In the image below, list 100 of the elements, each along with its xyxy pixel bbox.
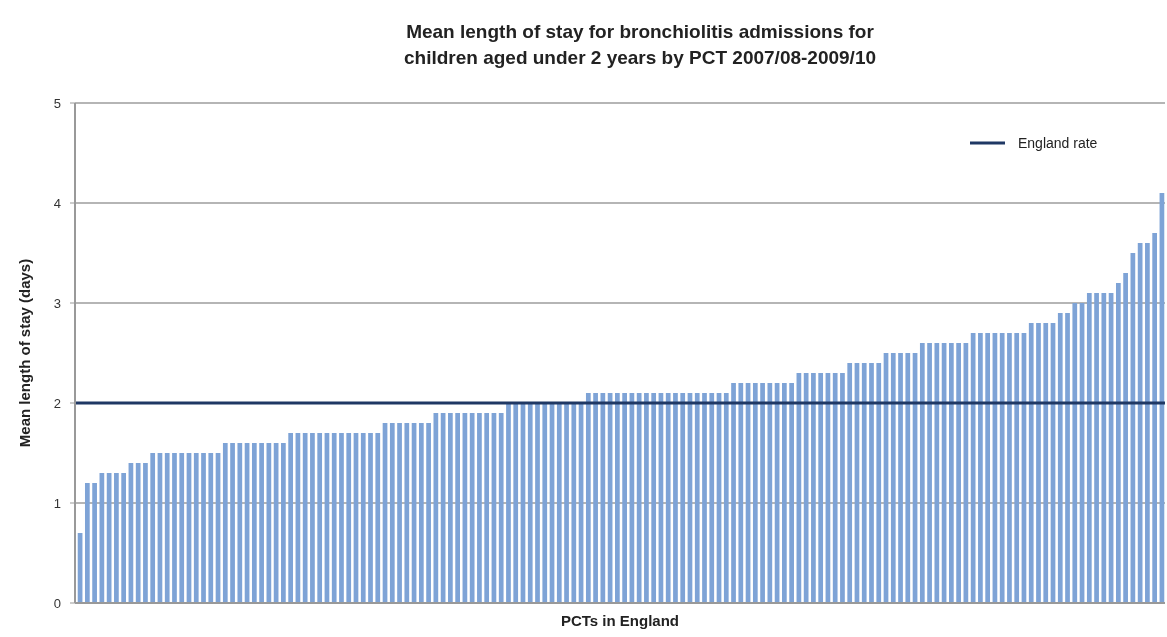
bar (121, 473, 127, 603)
bar (571, 403, 577, 603)
bar (731, 383, 736, 603)
bar (636, 393, 642, 603)
bar (527, 403, 533, 603)
y-tick-label: 0 (53, 595, 61, 611)
bar (201, 453, 206, 603)
bar (114, 473, 119, 603)
bar (389, 423, 395, 603)
bar (818, 373, 824, 603)
bar (302, 433, 308, 603)
bar (767, 383, 773, 603)
bar (469, 413, 475, 603)
y-axis-title: Mean length of stay (days) (16, 258, 33, 448)
bar (477, 413, 482, 603)
bar (484, 413, 490, 603)
bar (832, 373, 838, 603)
bar (433, 413, 439, 603)
bar (694, 393, 700, 603)
bar (368, 433, 373, 603)
bar (288, 433, 293, 603)
bar (934, 343, 940, 603)
bar (404, 423, 410, 603)
bar (259, 443, 264, 603)
bar (673, 393, 678, 603)
bar (1043, 323, 1049, 603)
bar (876, 363, 882, 603)
bar (317, 433, 323, 603)
bar (927, 343, 932, 603)
bar (346, 433, 352, 603)
bar (622, 393, 627, 603)
bar (498, 413, 504, 603)
bar (1152, 233, 1158, 603)
bar (426, 423, 431, 603)
bar (890, 353, 896, 603)
bar (1036, 323, 1041, 603)
bar (999, 333, 1005, 603)
bar (339, 433, 344, 603)
bar (360, 433, 366, 603)
bar (375, 433, 381, 603)
bar (208, 453, 214, 603)
y-tick-label: 5 (53, 95, 61, 111)
bar (135, 463, 141, 603)
bar (861, 363, 867, 603)
bar (752, 383, 758, 603)
bar (1145, 243, 1150, 603)
bar (811, 373, 816, 603)
bar (1072, 303, 1078, 603)
bar (1014, 333, 1020, 603)
bar (193, 453, 199, 603)
bar (418, 423, 424, 603)
bar (956, 343, 961, 603)
bar (172, 453, 177, 603)
bar (1086, 293, 1092, 603)
bar (222, 443, 228, 603)
y-tick-label: 4 (53, 195, 61, 211)
bar (665, 393, 671, 603)
bar (869, 363, 874, 603)
bar (1057, 313, 1063, 603)
bar (535, 403, 540, 603)
bar (564, 403, 569, 603)
bar (310, 433, 315, 603)
bar (985, 333, 991, 603)
bar (1065, 313, 1070, 603)
bar (615, 393, 620, 603)
bar (448, 413, 453, 603)
bar (1115, 283, 1121, 603)
bar (803, 373, 809, 603)
bar (949, 343, 954, 603)
bar (1007, 333, 1012, 603)
bar (1123, 273, 1128, 603)
bar (237, 443, 243, 603)
bar (164, 453, 170, 603)
bar (585, 393, 591, 603)
bar (919, 343, 925, 603)
bar (230, 443, 235, 603)
bar (331, 433, 337, 603)
y-tick-label: 3 (53, 295, 61, 311)
bar (506, 403, 511, 603)
bar (782, 383, 787, 603)
y-tick-label: 1 (53, 495, 61, 511)
bar (513, 403, 519, 603)
bar (723, 393, 729, 603)
bar (150, 453, 156, 603)
legend-label: England rate (1018, 134, 1098, 151)
bar (593, 393, 598, 603)
bar (600, 393, 606, 603)
bar (847, 363, 853, 603)
bar (397, 423, 402, 603)
bar (651, 393, 657, 603)
bar (644, 393, 649, 603)
bar (542, 403, 548, 603)
bar (1028, 323, 1034, 603)
x-axis-title: PCTs in England (560, 612, 680, 629)
bar (556, 403, 562, 603)
bar (702, 393, 707, 603)
bar (179, 453, 185, 603)
bar (84, 483, 90, 603)
y-tick-label: 2 (53, 395, 61, 411)
bar (789, 383, 794, 603)
